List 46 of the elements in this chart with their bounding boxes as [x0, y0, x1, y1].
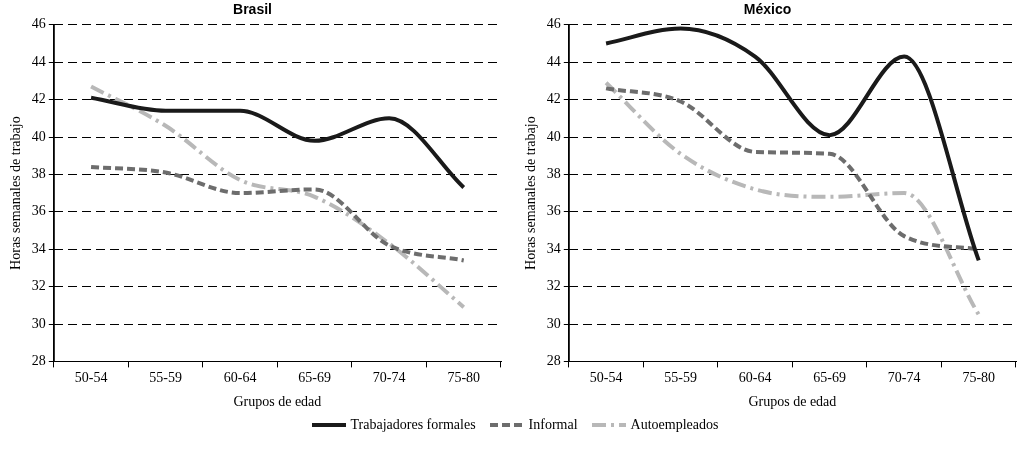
x-tick-label: 75-80 [447, 370, 481, 386]
y-tick-label: 36 [31, 203, 46, 219]
y-tick-label: 42 [31, 91, 46, 107]
y-axis-title: Horas semanales de trabajo [8, 116, 24, 270]
legend-label: Informal [528, 417, 578, 433]
x-tick-label: 55-59 [149, 370, 182, 386]
legend-label: Trabajadores formales [350, 417, 476, 433]
y-tick-label: 28 [546, 353, 561, 369]
x-tick-label: 60-64 [223, 370, 257, 386]
y-tick-label: 34 [546, 240, 561, 256]
x-tick-label: 50-54 [74, 370, 108, 386]
chart-title: Brasil [233, 1, 272, 18]
line-series [604, 26, 981, 263]
x-axis-title: Grupos de edad [748, 394, 837, 410]
chart-title: México [743, 1, 792, 18]
y-tick-label: 46 [31, 16, 46, 32]
y-tick-label: 46 [546, 16, 561, 32]
y-tick-label: 40 [31, 128, 46, 144]
y-tick-label: 28 [31, 353, 46, 369]
line-series [89, 164, 466, 263]
y-tick-label: 38 [546, 166, 561, 182]
x-tick-label: 65-69 [298, 370, 331, 386]
y-tick-label: 32 [546, 278, 561, 294]
line-series [604, 80, 981, 317]
y-tick-label: 44 [546, 53, 561, 69]
y-tick-label: 38 [31, 166, 46, 182]
y-tick-label: 42 [546, 91, 561, 107]
x-tick-label: 75-80 [962, 370, 996, 386]
line-series [89, 84, 466, 310]
y-tick-label: 34 [31, 240, 46, 256]
x-tick-label: 50-54 [589, 370, 623, 386]
x-tick-label: 65-69 [813, 370, 846, 386]
x-tick-label: 60-64 [738, 370, 772, 386]
x-tick-label: 70-74 [372, 370, 406, 386]
y-tick-label: 30 [546, 315, 561, 331]
x-tick-label: 70-74 [887, 370, 921, 386]
x-tick-label: 55-59 [664, 370, 697, 386]
y-tick-label: 44 [31, 53, 46, 69]
line-series [89, 95, 466, 190]
y-axis-title: Horas semanales de trabajo [523, 116, 539, 270]
x-axis-title: Grupos de edad [233, 394, 322, 410]
y-tick-label: 36 [546, 203, 561, 219]
y-tick-label: 32 [31, 278, 46, 294]
legend-label: Autoempleados [630, 417, 719, 433]
y-tick-label: 30 [31, 315, 46, 331]
y-tick-label: 40 [546, 128, 561, 144]
